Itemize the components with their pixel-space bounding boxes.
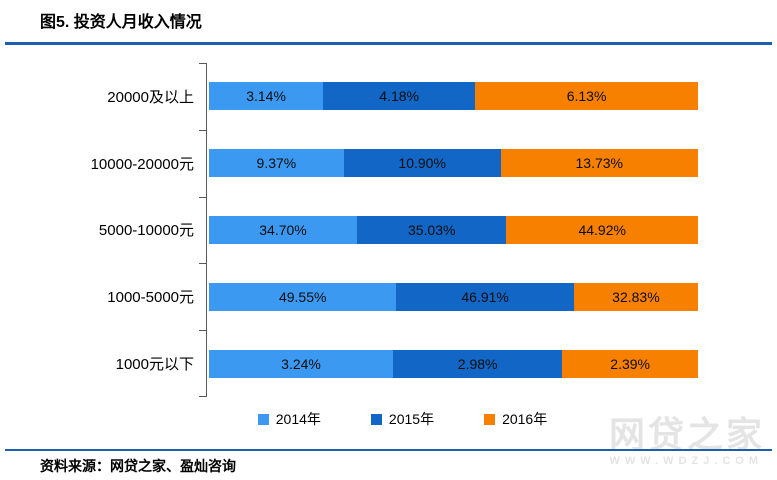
bar-segment-2014年: 49.55% [209, 282, 397, 311]
legend-item-2016年: 2016年 [484, 409, 547, 429]
chart-row: 1000元以下 3.24% 2.98% 2.39% [0, 330, 777, 397]
legend-swatch-icon [370, 413, 382, 425]
bar-track: 9.37% 10.90% 13.73% [209, 149, 698, 178]
legend-swatch-icon [484, 413, 496, 425]
bar-segment-2016年: 13.73% [500, 149, 698, 178]
legend-item-2014年: 2014年 [257, 409, 321, 429]
axis-tick [199, 63, 206, 64]
watermark-url: WWW.WDZJ.COM [609, 455, 763, 467]
bar-segment-2015年: 2.98% [393, 349, 563, 378]
watermark-logo: 网贷之家 [608, 414, 765, 455]
bar-segment-2016年: 44.92% [506, 215, 698, 244]
y-axis-line [206, 63, 207, 397]
income-stacked-bar-chart: 20000及以上 3.14% 4.18% 6.13% 10000-20000元 9.37%… [0, 63, 777, 397]
bar-segment-2016年: 32.83% [573, 282, 698, 311]
source-note: 资料来源：网贷之家、盈灿咨询 [40, 458, 236, 474]
bar-segment-2014年: 34.70% [209, 215, 357, 244]
category-label: 20000及以上 [107, 88, 194, 106]
bar-segment-2015年: 4.18% [323, 82, 476, 111]
bar-segment-2016年: 2.39% [562, 349, 698, 378]
bar-track: 3.14% 4.18% 6.13% [209, 82, 698, 111]
chart-legend: 2014年 2015年 2016年 [14, 409, 777, 429]
figure-title: 图5. 投资人月收入情况 [40, 14, 202, 31]
bar-track: 34.70% 35.03% 44.92% [209, 215, 698, 244]
bar-segment-2014年: 3.24% [209, 349, 394, 378]
legend-item-2015年: 2015年 [370, 409, 435, 429]
axis-tick [199, 263, 206, 265]
chart-row: 1000-5000元 49.55% 46.91% 32.83% [0, 263, 777, 330]
chart-row: 10000-20000元 9.37% 10.90% 13.73% [0, 130, 777, 197]
bottom-divider [5, 449, 772, 451]
bar-segment-2015年: 46.91% [396, 282, 574, 311]
chart-row: 20000及以上 3.14% 4.18% 6.13% [0, 63, 777, 130]
category-label: 5000-10000元 [98, 222, 194, 240]
axis-tick [199, 330, 206, 332]
axis-tick [199, 396, 206, 397]
category-label: 1000-5000元 [107, 289, 194, 307]
bar-track: 49.55% 46.91% 32.83% [209, 282, 698, 311]
category-label: 1000元以下 [115, 356, 194, 374]
bar-segment-2014年: 9.37% [209, 149, 344, 178]
bar-segment-2014年: 3.14% [209, 82, 324, 111]
legend-swatch-icon [257, 413, 269, 425]
chart-row: 5000-10000元 34.70% 35.03% 44.92% [0, 197, 777, 264]
top-divider [5, 42, 772, 45]
axis-tick [199, 196, 206, 198]
bar-segment-2015年: 10.90% [343, 149, 501, 178]
legend-label: 2014年 [275, 411, 321, 427]
category-label: 10000-20000元 [90, 155, 194, 173]
bar-segment-2016年: 6.13% [475, 82, 698, 111]
bar-segment-2015年: 35.03% [357, 215, 507, 244]
chart-rows: 20000及以上 3.14% 4.18% 6.13% 10000-20000元 9.37%… [0, 63, 777, 397]
legend-label: 2016年 [502, 411, 548, 427]
axis-tick [199, 129, 206, 131]
legend-label: 2015年 [388, 411, 435, 427]
bar-track: 3.24% 2.98% 2.39% [209, 349, 698, 378]
